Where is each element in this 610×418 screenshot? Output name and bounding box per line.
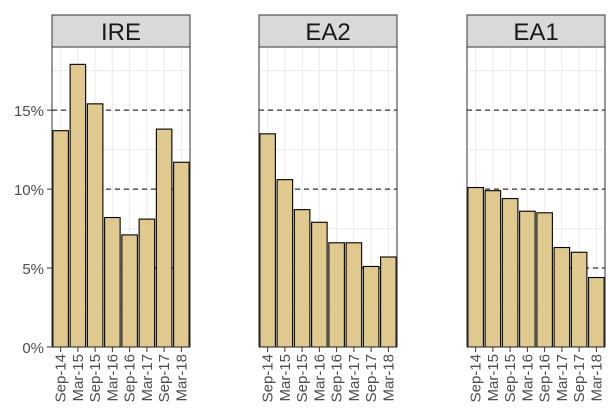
bar (155, 128, 173, 348)
bar (328, 242, 345, 348)
bar (311, 221, 328, 348)
facet-title: IRE (101, 19, 141, 46)
x-tick-label: Sep-16 (329, 354, 346, 402)
y-tick-label: 5% (22, 261, 44, 278)
bar (536, 212, 553, 348)
bar (69, 63, 87, 348)
x-tick-label: Mar-17 (139, 354, 156, 402)
bar (293, 209, 311, 348)
y-tick-label: 10% (14, 182, 44, 199)
bar (380, 256, 397, 348)
bar (501, 198, 519, 348)
x-tick-label: Sep-14 (53, 354, 70, 402)
x-tick-label: Sep-15 (502, 354, 519, 402)
bar (519, 210, 536, 348)
x-tick-label: Sep-17 (363, 354, 380, 402)
facet-strip (258, 14, 398, 48)
x-tick-label: Mar-16 (519, 354, 536, 402)
x-tick-label: Mar-16 (104, 354, 121, 402)
bar (362, 265, 380, 348)
bar (553, 246, 571, 348)
x-tick-label: Sep-16 (122, 354, 139, 402)
x-tick-label: Mar-17 (346, 354, 363, 402)
x-tick-label: Mar-17 (554, 354, 571, 402)
panel-ire: IRE Sep-14 Mar-15 Sep-15 Mar-16 Sep-16 Mar-17 S… (51, 14, 191, 402)
bar (86, 103, 104, 348)
x-tick-label: Sep-17 (571, 354, 588, 402)
bar (276, 179, 294, 348)
x-tick-label: Mar-15 (277, 354, 294, 402)
x-tick-label: Mar-18 (380, 354, 397, 402)
facet-strip (466, 14, 606, 48)
y-tick-label: 0% (22, 340, 44, 357)
facet-strip (51, 14, 191, 48)
facet-title: EA1 (513, 19, 558, 46)
bar (484, 190, 502, 348)
bar (173, 161, 190, 348)
x-tick-label: Sep-15 (87, 354, 104, 402)
x-tick-label: Mar-15 (485, 354, 502, 402)
x-tick-label: Mar-18 (173, 354, 190, 402)
bar (104, 216, 121, 348)
panel-ea2: EA2 Sep-14 Mar-15 Sep-15 Mar-16 Sep-16 Mar-17 S… (258, 14, 398, 402)
y-tick-label: 15% (14, 103, 44, 120)
bar (259, 133, 276, 348)
x-tick-label: Sep-14 (260, 354, 277, 402)
x-tick-label: Sep-15 (294, 354, 311, 402)
facet-title: EA2 (305, 19, 350, 46)
x-tick-label: Mar-18 (588, 354, 605, 402)
bar (570, 251, 588, 348)
bar (345, 242, 363, 348)
x-tick-label: Mar-16 (311, 354, 328, 402)
bar (588, 276, 605, 348)
x-tick-label: Sep-16 (537, 354, 554, 402)
bar (138, 218, 156, 348)
bar (121, 234, 138, 348)
panel-ea1: EA1 Sep-14 Mar-15 Sep-15 Mar-16 Sep-16 Mar-17 S… (466, 14, 606, 402)
bar (52, 130, 69, 348)
x-tick-label: Mar-15 (70, 354, 87, 402)
x-tick-label: Sep-14 (468, 354, 485, 402)
x-tick-label: Sep-17 (156, 354, 173, 402)
bar (467, 186, 484, 348)
